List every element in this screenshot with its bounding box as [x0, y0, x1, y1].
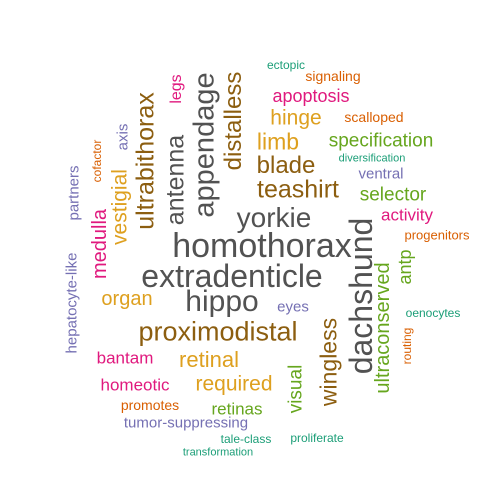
word-hinge: hinge — [270, 106, 322, 130]
word-axis: axis — [114, 123, 132, 151]
word-progenitors: progenitors — [404, 227, 470, 243]
word-homeotic: homeotic — [100, 375, 170, 395]
word-retinas: retinas — [211, 399, 263, 419]
word-apoptosis: apoptosis — [272, 86, 350, 106]
word-diversification: diversification — [338, 152, 406, 165]
word-promotes: promotes — [120, 397, 180, 413]
word-scalloped: scalloped — [344, 109, 404, 125]
word-hepatocyte-like: hepatocyte-like — [63, 252, 81, 354]
word-appendage: appendage — [188, 72, 221, 218]
word-wingless: wingless — [315, 317, 342, 407]
word-antenna: antenna — [161, 134, 190, 226]
word-partners: partners — [65, 165, 83, 221]
word-cofactor: cofactor — [90, 139, 104, 183]
word-vestigial: vestigial — [108, 169, 132, 245]
word-proliferate: proliferate — [290, 431, 344, 445]
word-extradenticle: extradenticle — [141, 258, 323, 294]
word-yorkie: yorkie — [236, 202, 312, 233]
word-proximodistal: proximodistal — [138, 316, 298, 347]
word-distalless: distalless — [220, 71, 247, 171]
word-transformation: transformation — [182, 446, 254, 459]
word-legs: legs — [168, 74, 185, 104]
word-eyes: eyes — [277, 298, 309, 316]
word-selector: selector — [359, 184, 427, 206]
word-visual: visual — [285, 364, 307, 414]
word-organ: organ — [101, 288, 153, 310]
word-specification: specification — [328, 130, 434, 152]
word-limb: limb — [256, 128, 300, 155]
word-signaling: signaling — [305, 68, 361, 84]
word-tale-class: tale-class — [220, 432, 272, 446]
word-activity: activity — [381, 205, 433, 225]
word-ventral: ventral — [358, 165, 404, 183]
word-ultrabithorax: ultrabithorax — [131, 92, 160, 230]
word-homothorax: homothorax — [172, 227, 352, 265]
word-oenocytes: oenocytes — [405, 306, 461, 320]
word-required: required — [195, 372, 273, 396]
word-ultraconserved: ultraconserved — [372, 262, 394, 394]
word-bantam: bantam — [96, 348, 154, 368]
word-teashirt: teashirt — [257, 175, 339, 204]
word-retinal: retinal — [179, 347, 239, 372]
word-routing: routing — [400, 327, 414, 365]
word-hippo: hippo — [185, 285, 259, 318]
word-blade: blade — [256, 152, 316, 179]
word-ectopic: ectopic — [266, 58, 306, 72]
word-antp: antp — [395, 249, 415, 285]
word-tumor-suppressing: tumor-suppressing — [123, 414, 249, 432]
word-medulla: medulla — [89, 208, 111, 280]
